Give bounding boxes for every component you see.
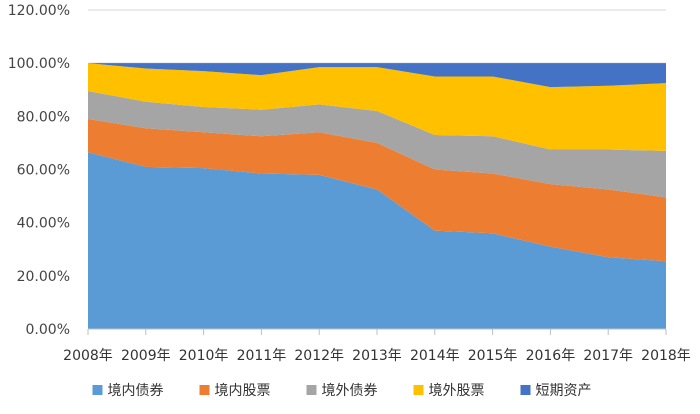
area-series-0	[88, 152, 666, 329]
area-series-3	[88, 63, 666, 151]
legend-label: 境外债券	[322, 383, 378, 399]
y-tick-label: 0.00%	[26, 322, 70, 338]
legend-item: 境外股票	[413, 383, 485, 399]
legend: 境内债券 境内股票 境外债券 境外股票 短期资产	[92, 383, 592, 399]
legend-label: 境内债券	[108, 383, 164, 399]
x-tick-label: 2015年	[468, 348, 518, 364]
x-tick-label: 2014年	[410, 348, 460, 364]
area-series-4	[88, 63, 666, 88]
legend-item: 境内债券	[92, 383, 164, 399]
y-tick-label: 80.00%	[17, 109, 70, 125]
x-tick-label: 2013年	[352, 348, 402, 364]
legend-swatch	[520, 385, 531, 395]
area-series	[88, 63, 666, 329]
x-tick-label: 2018年	[641, 348, 691, 364]
x-tick-label: 2008年	[63, 348, 113, 364]
x-tick-label: 2010年	[179, 348, 229, 364]
x-tick-label: 2012年	[294, 348, 344, 364]
y-tick-label: 20.00%	[17, 269, 70, 285]
x-axis	[87, 328, 667, 335]
legend-item: 境外债券	[306, 383, 378, 399]
legend-label: 境内股票	[215, 383, 271, 399]
legend-swatch	[92, 385, 103, 395]
legend-swatch	[306, 385, 317, 395]
legend-item: 短期资产	[520, 383, 592, 399]
x-tick-label: 2011年	[237, 348, 287, 364]
legend-label: 境外股票	[429, 383, 485, 399]
x-tick-label: 2016年	[526, 348, 576, 364]
area-series-1	[88, 118, 666, 262]
x-tick-label: 2009年	[121, 348, 171, 364]
legend-label: 短期资产	[536, 383, 592, 399]
legend-item: 境内股票	[199, 383, 271, 399]
y-tick-label: 40.00%	[17, 216, 70, 232]
x-axis-ticks: 2008年 2009年 2010年 2011年 2012年 2013年 2014年 2015年…	[63, 348, 691, 364]
legend-swatch	[413, 385, 424, 395]
y-tick-label: 120.00%	[8, 3, 70, 19]
y-axis-ticks: 0.00% 20.00% 40.00% 60.00% 80.00% 100.00% 120.…	[8, 3, 70, 338]
y-tick-label: 60.00%	[17, 163, 70, 179]
x-tick-label: 2017年	[583, 348, 633, 364]
area-series-2	[88, 91, 666, 198]
legend-swatch	[199, 385, 210, 395]
y-tick-label: 100.00%	[8, 56, 70, 72]
